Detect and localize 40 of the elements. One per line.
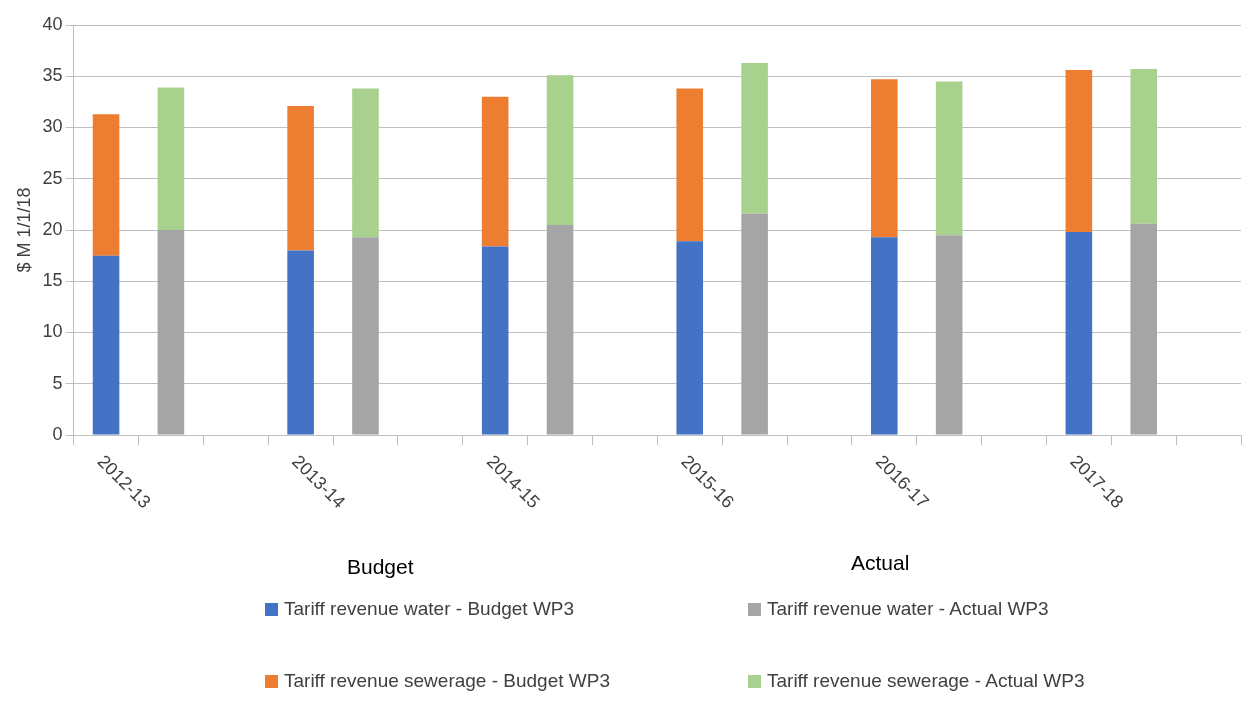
bar — [1130, 223, 1158, 435]
y-tick-label: 30 — [42, 116, 63, 137]
bar — [935, 81, 963, 236]
y-tick-label: 35 — [42, 65, 63, 86]
bar — [157, 230, 185, 435]
y-tick-label: 0 — [52, 423, 63, 444]
bar — [92, 255, 120, 435]
y-tick-label: 25 — [42, 167, 63, 188]
bar — [352, 237, 379, 435]
y-axis-title: $ M 1/1/18 — [13, 187, 34, 273]
text: Actual — [851, 551, 910, 575]
bar — [741, 62, 768, 214]
bar — [481, 96, 509, 247]
legend-label: Tariff revenue water - Budget WP3 — [284, 598, 575, 620]
y-tick-label: 20 — [42, 218, 63, 239]
bar — [741, 213, 768, 435]
y-tick-label: 40 — [42, 13, 63, 34]
bar — [481, 246, 509, 435]
legend-label: Tariff revenue sewerage - Budget WP3 — [284, 670, 610, 692]
y-tick-label: 5 — [52, 372, 63, 393]
bar — [1065, 232, 1093, 435]
y-tick-label: 10 — [42, 321, 63, 342]
bar — [676, 241, 704, 435]
bar — [546, 75, 574, 225]
bar — [871, 79, 898, 238]
bar — [287, 250, 314, 435]
bar — [1065, 70, 1093, 233]
bar — [157, 87, 185, 230]
bar — [546, 224, 574, 435]
legend-label: Tariff revenue sewerage - Actual WP3 — [767, 670, 1085, 692]
y-tick-label: 15 — [42, 270, 63, 291]
bar — [676, 88, 704, 242]
bar — [287, 105, 314, 251]
bar — [352, 88, 379, 238]
bar — [871, 237, 898, 435]
text: Budget — [347, 555, 414, 579]
bar — [935, 235, 963, 435]
legend-label: Tariff revenue water - Actual WP3 — [767, 598, 1049, 620]
bar — [1130, 69, 1158, 224]
bar — [92, 114, 120, 256]
